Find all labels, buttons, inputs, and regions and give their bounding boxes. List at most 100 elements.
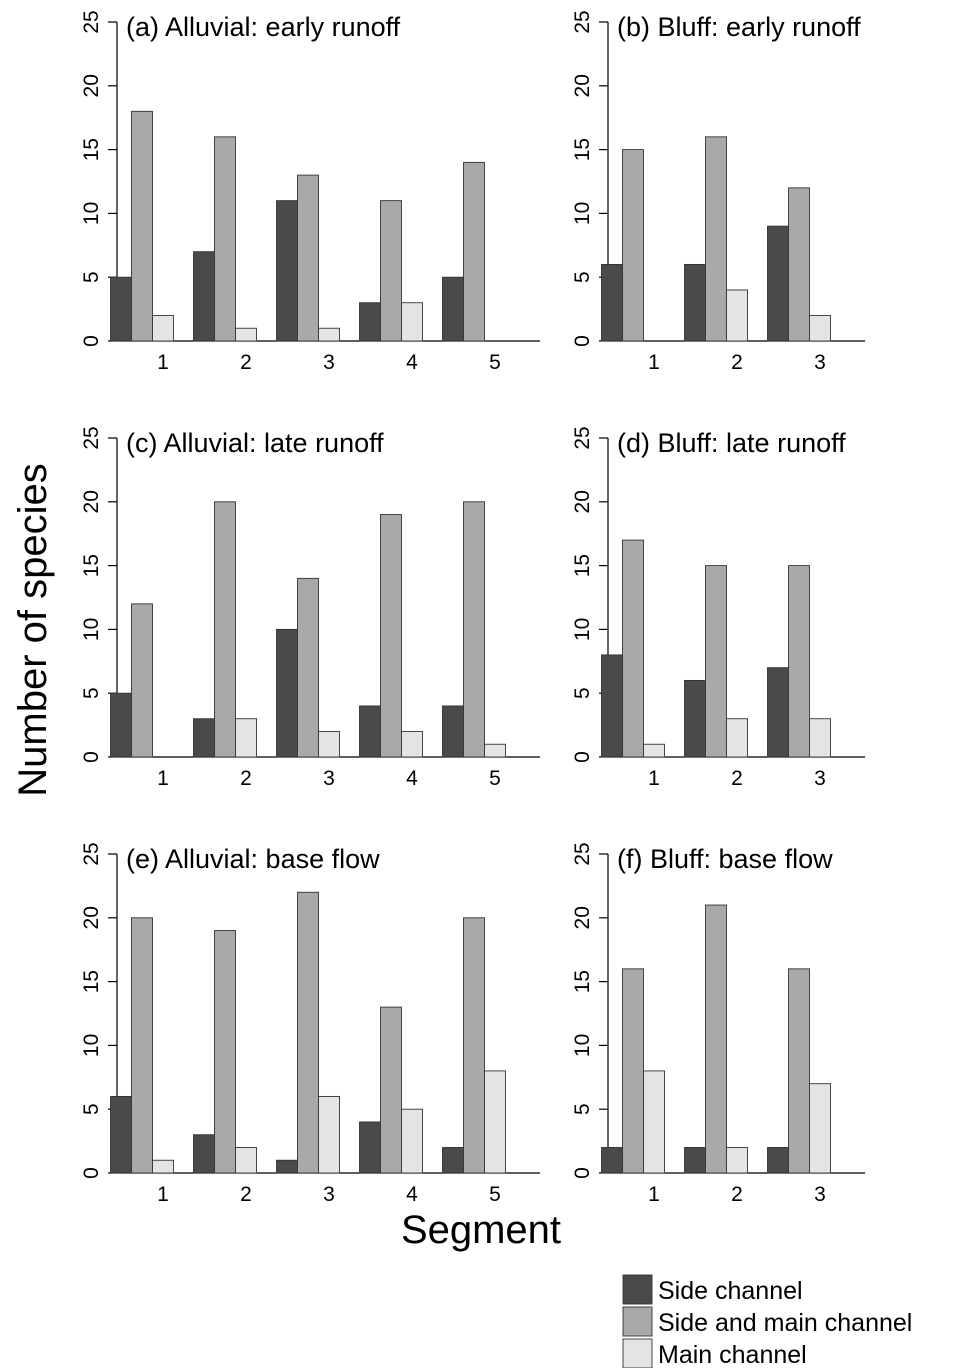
bar-side-and-main-channel xyxy=(705,565,727,758)
bar-main-channel xyxy=(484,1070,506,1174)
y-tick-label: 20 xyxy=(571,74,594,97)
bar-side-channel xyxy=(359,302,381,342)
bar-side-and-main-channel xyxy=(788,187,810,342)
y-tick-label: 0 xyxy=(80,751,103,763)
bar-side-channel xyxy=(442,276,464,342)
bar-main-channel xyxy=(235,327,257,342)
y-tick-label: 0 xyxy=(571,335,594,347)
bar-side-and-main-channel xyxy=(622,539,644,758)
y-tick-label: 25 xyxy=(80,426,103,449)
panel-title: (b) Bluff: early runoff xyxy=(617,12,861,42)
bar-side-and-main-channel xyxy=(131,917,153,1174)
x-tick-label: 1 xyxy=(648,767,660,790)
bar-side-channel xyxy=(193,1134,215,1174)
bar-side-and-main-channel xyxy=(705,904,727,1174)
bar-side-and-main-channel xyxy=(131,110,153,342)
bar-main-channel xyxy=(152,315,174,342)
bar-side-channel xyxy=(601,654,623,758)
x-tick-label: 1 xyxy=(157,767,169,790)
y-tick-label: 10 xyxy=(571,1034,594,1057)
bar-side-and-main-channel xyxy=(622,149,644,342)
legend-swatch xyxy=(622,1338,653,1368)
y-tick-label: 20 xyxy=(80,906,103,929)
x-tick-label: 2 xyxy=(731,351,743,374)
bar-side-and-main-channel xyxy=(463,161,485,342)
bar-main-channel xyxy=(235,1147,257,1174)
y-tick-label: 0 xyxy=(80,335,103,347)
bar-main-channel xyxy=(401,731,423,758)
y-tick-label: 25 xyxy=(571,10,594,33)
y-tick-label: 20 xyxy=(80,490,103,513)
chart-panel: 0 5 10 15 20 25 1 2 3 (d) Bluff: late runoff xyxy=(571,426,865,790)
bar-side-and-main-channel xyxy=(297,174,319,342)
y-tick-label: 25 xyxy=(571,842,594,865)
bar-side-and-main-channel xyxy=(214,930,236,1174)
x-tick-label: 1 xyxy=(648,351,660,374)
bar-main-channel xyxy=(726,718,748,758)
bar-main-channel xyxy=(643,1070,665,1174)
bar-side-and-main-channel xyxy=(131,603,153,758)
x-tick-label: 4 xyxy=(406,1183,418,1206)
bar-side-channel xyxy=(684,263,706,342)
bar-main-channel xyxy=(809,315,831,342)
x-tick-label: 4 xyxy=(406,767,418,790)
panel-title: (a) Alluvial: early runoff xyxy=(126,12,401,42)
x-tick-label: 4 xyxy=(406,351,418,374)
x-tick-label: 5 xyxy=(489,767,501,790)
y-tick-label: 15 xyxy=(571,138,594,161)
bar-side-channel xyxy=(276,1159,298,1174)
y-tick-label: 10 xyxy=(80,1034,103,1057)
x-tick-label: 5 xyxy=(489,1183,501,1206)
bar-side-and-main-channel xyxy=(788,565,810,758)
x-tick-label: 1 xyxy=(157,351,169,374)
y-tick-label: 20 xyxy=(80,74,103,97)
chart-panel: 0 5 10 15 20 25 1 2 3 4 5 (a) Alluvial: early runof… xyxy=(80,10,540,374)
x-tick-label: 2 xyxy=(240,767,252,790)
legend-label: Side channel xyxy=(658,1277,803,1305)
bar-side-and-main-channel xyxy=(622,968,644,1174)
y-tick-label: 0 xyxy=(80,1167,103,1179)
bar-main-channel xyxy=(401,302,423,342)
bar-side-channel xyxy=(601,1147,623,1174)
chart-panel: 0 5 10 15 20 25 1 2 3 4 5 (c) Alluvial: late runoff xyxy=(80,426,540,790)
legend: Side channel Side and main channel Main ch… xyxy=(622,1274,912,1368)
bar-main-channel xyxy=(809,718,831,758)
bar-side-and-main-channel xyxy=(380,200,402,342)
y-tick-label: 5 xyxy=(571,687,594,699)
bar-main-channel xyxy=(726,1147,748,1174)
bar-side-and-main-channel xyxy=(380,1006,402,1174)
x-tick-label: 3 xyxy=(323,767,335,790)
bar-main-channel xyxy=(484,743,506,758)
x-tick-label: 1 xyxy=(157,1183,169,1206)
bar-side-channel xyxy=(359,705,381,758)
bar-main-channel xyxy=(643,743,665,758)
panel-title: (f) Bluff: base flow xyxy=(617,844,833,874)
bar-side-and-main-channel xyxy=(214,501,236,758)
y-tick-label: 10 xyxy=(571,202,594,225)
bar-side-channel xyxy=(110,276,132,342)
bar-side-channel xyxy=(767,1147,789,1174)
x-tick-label: 2 xyxy=(240,1183,252,1206)
bar-side-and-main-channel xyxy=(705,136,727,342)
bar-side-channel xyxy=(110,1095,132,1174)
bar-side-and-main-channel xyxy=(463,917,485,1174)
x-tick-label: 2 xyxy=(731,1183,743,1206)
y-tick-label: 15 xyxy=(80,970,103,993)
x-tick-label: 3 xyxy=(814,767,826,790)
legend-swatch xyxy=(622,1274,653,1305)
bar-side-channel xyxy=(276,200,298,342)
bar-side-channel xyxy=(193,718,215,758)
bar-main-channel xyxy=(318,731,340,758)
chart-panel: 0 5 10 15 20 25 1 2 3 (b) Bluff: early runoff xyxy=(571,10,865,374)
chart-panel: 0 5 10 15 20 25 1 2 3 (f) Bluff: base flow xyxy=(571,842,865,1206)
bar-main-channel xyxy=(726,289,748,342)
y-tick-label: 0 xyxy=(571,751,594,763)
x-axis-title: Segment xyxy=(401,1208,561,1252)
bar-main-channel xyxy=(152,1159,174,1174)
bar-side-and-main-channel xyxy=(463,501,485,758)
y-tick-label: 20 xyxy=(571,906,594,929)
y-tick-label: 0 xyxy=(571,1167,594,1179)
bar-side-and-main-channel xyxy=(297,891,319,1174)
